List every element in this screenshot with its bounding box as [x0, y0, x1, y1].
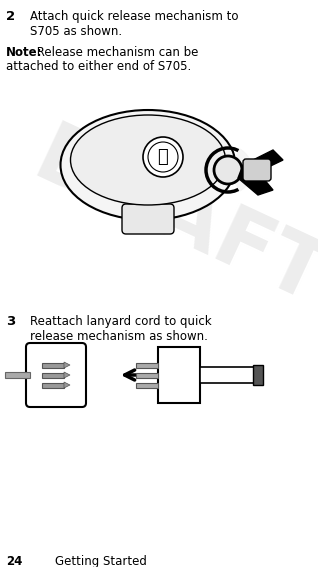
Text: 24: 24	[6, 555, 22, 567]
Polygon shape	[64, 372, 70, 378]
Bar	[42, 373, 64, 378]
Circle shape	[143, 137, 183, 177]
Bar	[253, 365, 263, 385]
Text: 3: 3	[6, 315, 15, 328]
Text: Ⓜ: Ⓜ	[158, 148, 168, 166]
Bar	[5, 372, 30, 378]
Bar	[42, 383, 64, 388]
Circle shape	[214, 156, 242, 184]
FancyBboxPatch shape	[243, 159, 271, 181]
Ellipse shape	[71, 115, 225, 205]
Text: attached to either end of S705.: attached to either end of S705.	[6, 60, 191, 73]
Bar	[136, 373, 158, 378]
Bar	[42, 363, 64, 368]
Polygon shape	[64, 382, 70, 388]
Bar	[136, 363, 158, 368]
Text: Getting Started: Getting Started	[55, 555, 147, 567]
Ellipse shape	[60, 110, 236, 220]
Text: Release mechanism can be: Release mechanism can be	[33, 46, 198, 59]
Text: Note:: Note:	[6, 46, 43, 59]
Text: 2: 2	[6, 10, 15, 23]
Text: release mechanism as shown.: release mechanism as shown.	[30, 330, 208, 343]
Wedge shape	[228, 149, 252, 191]
Circle shape	[148, 142, 178, 172]
Text: S705 as shown.: S705 as shown.	[30, 25, 122, 38]
Bar	[200, 367, 260, 383]
FancyBboxPatch shape	[26, 343, 86, 407]
Polygon shape	[238, 150, 283, 195]
FancyBboxPatch shape	[122, 204, 174, 234]
Text: Reattach lanyard cord to quick: Reattach lanyard cord to quick	[30, 315, 211, 328]
Polygon shape	[64, 362, 70, 368]
FancyBboxPatch shape	[158, 347, 200, 403]
Text: Attach quick release mechanism to: Attach quick release mechanism to	[30, 10, 238, 23]
Text: DRAFT: DRAFT	[22, 117, 318, 323]
Bar	[136, 383, 158, 388]
